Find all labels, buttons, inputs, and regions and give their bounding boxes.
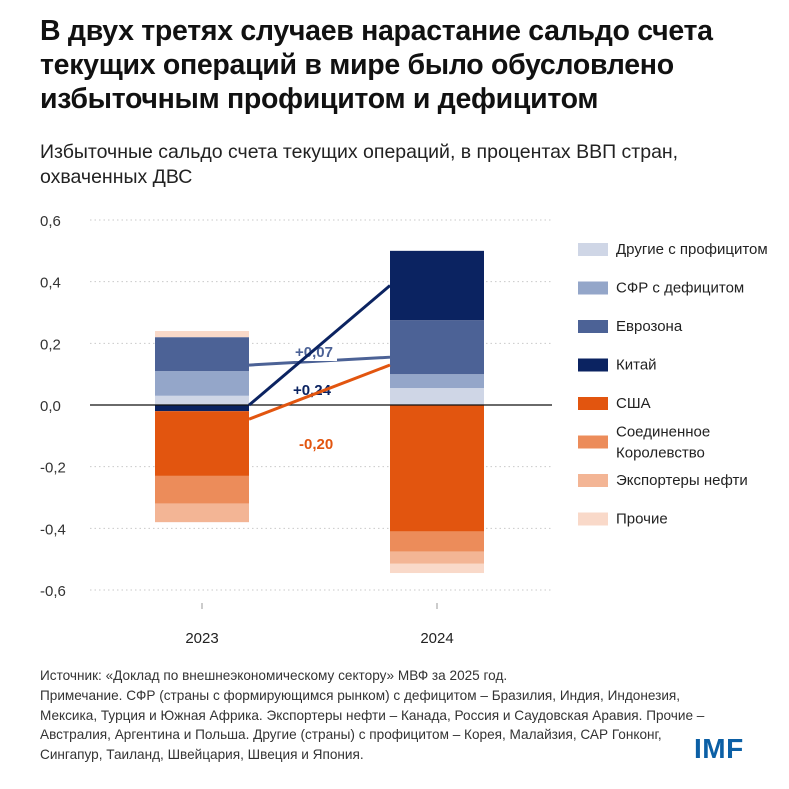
imf-logo: IMF: [694, 733, 744, 764]
connector-line: [248, 355, 391, 367]
legend-label: Другие с профицитом: [616, 241, 768, 258]
bar-segment-2023-3: [155, 405, 249, 412]
legend-swatch: [578, 474, 608, 487]
y-tick-label: 0,4: [40, 275, 61, 292]
y-tick-label: -0,6: [40, 583, 66, 600]
x-tick-label: 2024: [420, 630, 453, 647]
annotation-bg: [297, 434, 341, 453]
y-tick-label: 0,2: [40, 336, 61, 353]
bar-segment-2024-6: [390, 551, 484, 564]
annotation-bg: [291, 380, 335, 399]
legend-label: СФР с дефицитом: [616, 280, 744, 297]
bar-segment-2024-3: [390, 250, 484, 321]
chart-title: В двух третях случаев нарастание сальдо …: [40, 15, 713, 115]
annotation-label: +0,07: [295, 344, 333, 361]
bar-segment-2023-1: [155, 371, 249, 396]
legend-label: США: [616, 395, 651, 412]
y-tick-label: -0,4: [40, 521, 66, 538]
legend-label: Прочие: [616, 511, 668, 528]
chart-area: 0,6 0,4 0,2 0,0 -0,2 -0,4 -0,6 2023 2024 +0,07 +0,…: [40, 213, 768, 647]
source-line: Источник: «Доклад по внешнеэкономическом…: [40, 668, 508, 683]
x-tick-label: 2023: [185, 630, 218, 647]
annotation-label: +0,24: [293, 382, 332, 399]
bar-segment-2024-7: [390, 563, 484, 574]
legend-swatch: [578, 435, 608, 449]
bar-segment-2023-4: [155, 411, 249, 476]
annotation-label: -0,20: [299, 436, 333, 453]
connector-line: [248, 363, 391, 421]
bar-segment-2024-2: [390, 320, 484, 375]
bar-segment-2024-1: [390, 374, 484, 389]
chart-subtitle: Избыточные сальдо счета текущих операций…: [40, 141, 679, 188]
bar-segment-2024-5: [390, 531, 484, 552]
annotation-bg: [293, 342, 337, 361]
legend-swatch: [578, 512, 608, 526]
y-tick-label: -0,2: [40, 460, 66, 477]
bar-segment-2023-2: [155, 337, 249, 372]
legend-label: Экспортеры нефти: [616, 472, 748, 489]
legend-swatch: [578, 281, 608, 295]
bar-segment-2023-0: [155, 395, 249, 405]
legend-label: Еврозона: [616, 318, 683, 335]
bar-segment-2024-4: [390, 405, 484, 532]
legend-swatch: [578, 243, 608, 256]
y-tick-label: 0,0: [40, 398, 61, 415]
legend-swatch: [578, 358, 608, 372]
legend-swatch: [578, 397, 608, 410]
legend-swatch: [578, 320, 608, 333]
bar-segment-2023-5: [155, 475, 249, 504]
legend-label: Китай: [616, 357, 657, 374]
bar-segment-2024-0: [390, 388, 484, 405]
legend-label: Соединенное Королевство: [616, 424, 710, 462]
connector-line: [248, 284, 391, 407]
bar-segment-2023-7: [155, 331, 249, 338]
note-line: Примечание. СФР (страны с формирующимся …: [40, 687, 705, 763]
source-note: Источник: «Доклад по внешнеэкономическом…: [40, 666, 710, 765]
y-tick-label: 0,6: [40, 213, 61, 230]
bar-segment-2023-6: [155, 503, 249, 523]
